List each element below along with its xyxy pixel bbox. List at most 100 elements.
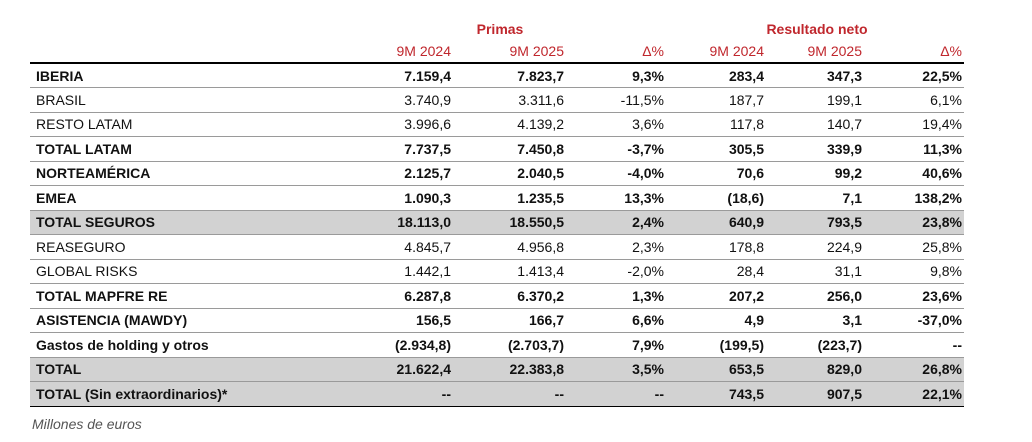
row-label: Gastos de holding y otros bbox=[30, 332, 330, 358]
cell: (2.703,7) bbox=[453, 332, 566, 358]
column-header: 9M 2025 bbox=[453, 40, 566, 64]
cell: 7.823,7 bbox=[453, 63, 566, 88]
cell: 31,1 bbox=[766, 259, 864, 284]
cell: 6,6% bbox=[566, 307, 666, 333]
cell: 1,3% bbox=[566, 283, 666, 309]
cell: 305,5 bbox=[666, 136, 766, 162]
cell: -- bbox=[566, 381, 666, 407]
cell: (223,7) bbox=[766, 332, 864, 358]
cell: 23,6% bbox=[864, 283, 964, 309]
cell: 743,5 bbox=[666, 381, 766, 407]
row-label: ASISTENCIA (MAWDY) bbox=[30, 307, 330, 333]
cell: 138,2% bbox=[864, 185, 964, 211]
cell: 7,9% bbox=[566, 332, 666, 358]
cell: 2,3% bbox=[566, 234, 666, 260]
results-table: Primas Resultado neto 9M 2024 9M 2025 Δ%… bbox=[30, 18, 964, 407]
cell: 18.550,5 bbox=[453, 209, 566, 235]
cell: (18,6) bbox=[666, 185, 766, 211]
cell: 117,8 bbox=[666, 112, 766, 137]
table-row: EMEA 1.090,3 1.235,5 13,3% (18,6) 7,1 138,2% bbox=[30, 185, 964, 211]
row-label: TOTAL bbox=[30, 356, 330, 382]
table-row: TOTAL MAPFRE RE 6.287,8 6.370,2 1,3% 207,2 25… bbox=[30, 283, 964, 309]
table-row: TOTAL (Sin extraordinarios)* -- -- -- 743,5 9… bbox=[30, 381, 964, 407]
cell: 7,1 bbox=[766, 185, 864, 211]
cell: 199,1 bbox=[766, 87, 864, 113]
cell: 18.113,0 bbox=[330, 209, 453, 235]
table-row: REASEGURO 4.845,7 4.956,8 2,3% 178,8 224,9 25,… bbox=[30, 234, 964, 260]
cell: 653,5 bbox=[666, 356, 766, 382]
cell: 4.956,8 bbox=[453, 234, 566, 260]
cell: 6.370,2 bbox=[453, 283, 566, 309]
row-label: RESTO LATAM bbox=[30, 112, 330, 137]
cell: 19,4% bbox=[864, 112, 964, 137]
row-label: NORTEAMÉRICA bbox=[30, 160, 330, 186]
cell: 283,4 bbox=[666, 63, 766, 88]
cell: 3.740,9 bbox=[330, 87, 453, 113]
cell: 1.442,1 bbox=[330, 259, 453, 284]
cell: -3,7% bbox=[566, 136, 666, 162]
cell: 256,0 bbox=[766, 283, 864, 309]
cell: 3,1 bbox=[766, 307, 864, 333]
cell: 22,5% bbox=[864, 63, 964, 88]
table-row: GLOBAL RISKS 1.442,1 1.413,4 -2,0% 28,4 31,1 9… bbox=[30, 259, 964, 284]
table-row: TOTAL 21.622,4 22.383,8 3,5% 653,5 829,0 26,8% bbox=[30, 356, 964, 382]
footnote: Millones de euros bbox=[32, 416, 142, 432]
cell: 793,5 bbox=[766, 209, 864, 235]
cell: 1.235,5 bbox=[453, 185, 566, 211]
row-label: REASEGURO bbox=[30, 234, 330, 260]
column-header: 9M 2025 bbox=[766, 40, 864, 64]
cell: 28,4 bbox=[666, 259, 766, 284]
cell: 9,8% bbox=[864, 259, 964, 284]
table-row: TOTAL SEGUROS 18.113,0 18.550,5 2,4% 640,9 79… bbox=[30, 209, 964, 235]
cell: 26,8% bbox=[864, 356, 964, 382]
table-row: RESTO LATAM 3.996,6 4.139,2 3,6% 117,8 140,7 1… bbox=[30, 112, 964, 137]
cell: 640,9 bbox=[666, 209, 766, 235]
row-label: EMEA bbox=[30, 185, 330, 211]
cell: 3,5% bbox=[566, 356, 666, 382]
row-label: TOTAL LATAM bbox=[30, 136, 330, 162]
group-header: Primas bbox=[476, 21, 524, 37]
row-label: TOTAL (Sin extraordinarios)* bbox=[30, 381, 330, 407]
cell: 25,8% bbox=[864, 234, 964, 260]
cell: 3.311,6 bbox=[453, 87, 566, 113]
row-label: IBERIA bbox=[30, 63, 330, 88]
cell: 3.996,6 bbox=[330, 112, 453, 137]
cell: -- bbox=[864, 332, 964, 358]
cell: -4,0% bbox=[566, 160, 666, 186]
cell: 178,8 bbox=[666, 234, 766, 260]
cell: -11,5% bbox=[566, 87, 666, 113]
cell: 4,9 bbox=[666, 307, 766, 333]
group-header: Resultado neto bbox=[766, 21, 868, 37]
cell: 7.737,5 bbox=[330, 136, 453, 162]
cell: 7.450,8 bbox=[453, 136, 566, 162]
cell: 339,9 bbox=[766, 136, 864, 162]
column-header: Δ% bbox=[864, 40, 964, 64]
table-row: TOTAL LATAM 7.737,5 7.450,8 -3,7% 305,5 339,9… bbox=[30, 136, 964, 162]
cell: 7.159,4 bbox=[330, 63, 453, 88]
cell: 2.040,5 bbox=[453, 160, 566, 186]
cell: 22.383,8 bbox=[453, 356, 566, 382]
cell: 23,8% bbox=[864, 209, 964, 235]
cell: 40,6% bbox=[864, 160, 964, 186]
column-header: 9M 2024 bbox=[666, 40, 766, 64]
cell: 2.125,7 bbox=[330, 160, 453, 186]
cell: (2.934,8) bbox=[330, 332, 453, 358]
cell: 21.622,4 bbox=[330, 356, 453, 382]
cell: 6.287,8 bbox=[330, 283, 453, 309]
cell: 3,6% bbox=[566, 112, 666, 137]
row-label: TOTAL MAPFRE RE bbox=[30, 283, 330, 309]
cell: 347,3 bbox=[766, 63, 864, 88]
cell: -- bbox=[453, 381, 566, 407]
cell: 6,1% bbox=[864, 87, 964, 113]
cell: -37,0% bbox=[864, 307, 964, 333]
cell: 9,3% bbox=[566, 63, 666, 88]
table-row: BRASIL 3.740,9 3.311,6 -11,5% 187,7 199,1 6,1% bbox=[30, 87, 964, 113]
cell: 13,3% bbox=[566, 185, 666, 211]
cell: 4.845,7 bbox=[330, 234, 453, 260]
cell: 22,1% bbox=[864, 381, 964, 407]
cell: 1.090,3 bbox=[330, 185, 453, 211]
column-header: Δ% bbox=[566, 40, 666, 64]
column-header: 9M 2024 bbox=[330, 40, 453, 64]
cell: 140,7 bbox=[766, 112, 864, 137]
